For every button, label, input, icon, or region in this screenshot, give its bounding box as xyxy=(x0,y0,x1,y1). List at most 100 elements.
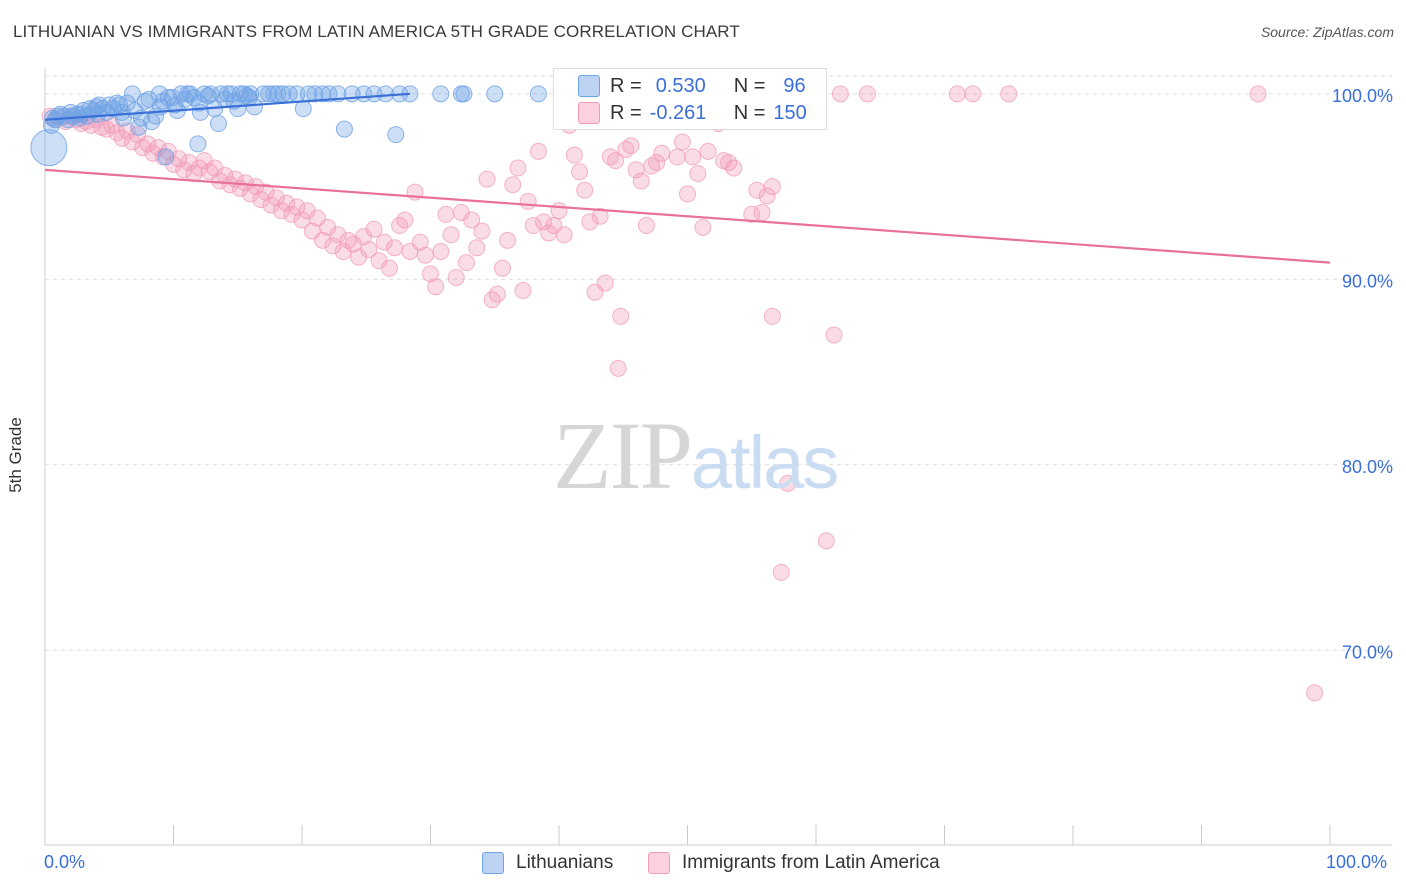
immigrant-point xyxy=(447,268,465,286)
lithuanian-point xyxy=(365,85,383,103)
legend-item-lithuanians[interactable]: Lithuanians xyxy=(482,852,613,874)
r-value: -0.261 xyxy=(649,101,707,124)
lithuanian-point xyxy=(387,126,405,144)
blue-swatch-icon xyxy=(578,75,600,97)
zipatlas-watermark: ZIPatlas xyxy=(553,400,839,511)
y-axis-label: 5th Grade xyxy=(6,417,25,493)
immigrant-point xyxy=(457,254,475,272)
immigrant-point xyxy=(673,133,691,151)
immigrant-point xyxy=(779,474,797,492)
y-tick-labels: 70.0% 80.0% 90.0% 100.0% xyxy=(1332,86,1393,662)
immigrant-point xyxy=(772,563,790,581)
lithuanian-point xyxy=(260,85,278,103)
legend-item-immigrants[interactable]: Immigrants from Latin America xyxy=(648,852,940,874)
r-label: R = xyxy=(610,74,642,97)
lithuanian-point xyxy=(314,85,332,103)
immigrant-point xyxy=(948,85,966,103)
immigrant-point xyxy=(668,148,686,166)
immigrant-point xyxy=(550,202,568,220)
n-label: N = xyxy=(733,74,766,97)
immigrant-point xyxy=(591,207,609,225)
immigrant-point xyxy=(365,220,383,238)
immigrant-point xyxy=(596,274,614,292)
immigrant-point xyxy=(524,217,542,235)
y-tick-label: 70.0% xyxy=(1342,642,1393,662)
lithuanian-point xyxy=(377,85,395,103)
lithuanian-point xyxy=(432,85,450,103)
lithuanian-point xyxy=(486,85,504,103)
y-tick-label: 80.0% xyxy=(1342,457,1393,477)
legend-label-lithuanians: Lithuanians xyxy=(516,852,614,873)
immigrant-point xyxy=(427,278,445,296)
immigrant-point xyxy=(170,150,188,168)
legend-row-immigrants: R = -0.261 N = 150 xyxy=(578,102,807,124)
immigrant-point xyxy=(396,211,414,229)
immigrant-point xyxy=(478,170,496,188)
lithuanian-point xyxy=(320,85,338,103)
immigrant-point xyxy=(416,246,434,264)
immigrant-point xyxy=(571,163,589,181)
immigrant-point xyxy=(257,183,275,201)
lithuanian-point xyxy=(245,98,263,116)
immigrant-point xyxy=(375,233,393,251)
r-value: 0.530 xyxy=(655,74,706,97)
immigrant-point xyxy=(555,226,573,244)
y-tick-label: 100.0% xyxy=(1332,86,1393,106)
r-label: R = xyxy=(610,101,642,124)
immigrant-point xyxy=(314,231,332,249)
lithuanian-point xyxy=(209,115,227,133)
immigrant-point xyxy=(565,146,583,164)
immigrant-point xyxy=(267,189,285,207)
immigrant-point xyxy=(535,213,553,231)
immigrant-point xyxy=(622,137,640,155)
immigrant-point xyxy=(964,85,982,103)
immigrant-point xyxy=(576,181,594,199)
blue-square-icon xyxy=(482,852,504,874)
immigrant-point xyxy=(689,165,707,183)
immigrant-point xyxy=(637,217,655,235)
n-value: 96 xyxy=(783,74,806,97)
lithuanian-point xyxy=(265,85,283,103)
immigrant-point xyxy=(831,85,849,103)
immigrant-point xyxy=(468,239,486,257)
immigrant-point xyxy=(743,205,761,223)
immigrant-point xyxy=(817,532,835,550)
immigrant-point xyxy=(473,222,491,240)
immigrant-point xyxy=(632,172,650,190)
axes xyxy=(44,68,1392,846)
pink-square-icon xyxy=(648,852,670,874)
lithuanian-point xyxy=(49,107,67,125)
n-label: N = xyxy=(733,101,766,124)
lithuanian-point xyxy=(240,89,258,107)
immigrant-point xyxy=(758,187,776,205)
immigrant-point xyxy=(609,359,627,377)
immigrants-latin-america-points xyxy=(41,85,1324,702)
x-tick-label-max: 100.0% xyxy=(1326,852,1388,872)
immigrant-point xyxy=(679,185,696,203)
lithuanian-point xyxy=(113,103,131,121)
lithuanian-point xyxy=(229,100,247,118)
immigrant-point xyxy=(612,307,630,325)
immigrant-point xyxy=(529,142,547,160)
lithuanian-point xyxy=(269,85,287,103)
watermark-zip: ZIP xyxy=(553,402,693,509)
immigrant-point xyxy=(324,237,342,255)
immigrant-point xyxy=(653,144,671,162)
immigrant-point xyxy=(360,241,378,259)
lithuanian-point xyxy=(190,94,208,112)
lithuanian-point xyxy=(89,105,107,123)
immigrant-point xyxy=(607,152,625,170)
immigrant-point xyxy=(858,85,876,103)
lithuanian-point xyxy=(157,148,175,166)
immigrants-trend-line xyxy=(44,168,1331,264)
stats-legend: R = 0.530 N = 96 R = -0.261 N = 150 xyxy=(553,68,827,130)
immigrant-point xyxy=(437,205,455,223)
y-tick-label: 90.0% xyxy=(1342,271,1393,291)
immigrant-point xyxy=(694,218,712,236)
lithuanian-point xyxy=(294,100,312,118)
immigrant-point xyxy=(442,226,460,244)
immigrant-point xyxy=(386,239,404,257)
immigrant-point xyxy=(519,192,537,210)
immigrant-point xyxy=(763,178,781,196)
